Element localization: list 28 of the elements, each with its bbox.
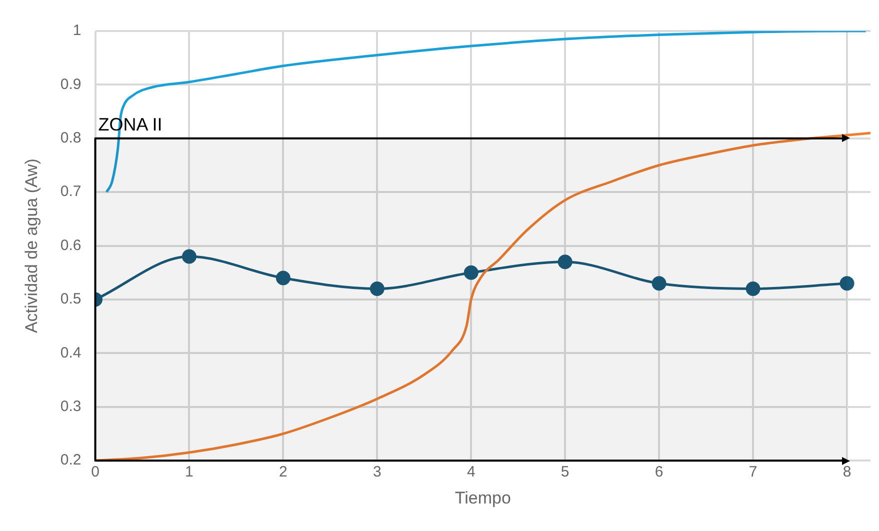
point (558, 254, 572, 270)
x-tick-label: 2 (279, 464, 288, 481)
x-tick-label: 4 (466, 464, 476, 481)
y-tick-label: 0.2 (60, 452, 82, 469)
y-axis-title: Actividad de agua (Aw) (22, 158, 41, 334)
x-axis-title: Tiempo (454, 488, 511, 508)
y-tick-label: 0.3 (60, 398, 82, 416)
x-tick-label: 6 (654, 464, 664, 481)
y-tick-label: 0.5 (60, 290, 82, 308)
x-tick-label: 0 (91, 464, 100, 481)
point (840, 276, 854, 291)
x-tick-label: 5 (560, 464, 570, 481)
point (276, 270, 290, 286)
y-tick-label: 0.8 (60, 130, 82, 147)
y-tick-label: 0.7 (60, 183, 82, 200)
point (370, 282, 384, 296)
x-tick-label: 8 (842, 464, 852, 481)
x-tick-label: 3 (372, 464, 382, 481)
y-tick-label: 0.4 (60, 344, 82, 362)
point (464, 265, 478, 280)
y-tick-label: 1 (72, 22, 82, 40)
y-tick-label: 0.9 (60, 76, 82, 93)
x-tick-label: 1 (185, 464, 194, 481)
point (652, 276, 666, 291)
point (746, 282, 760, 296)
point (182, 249, 196, 264)
x-tick-label: 7 (748, 464, 758, 481)
y-tick-label: 0.6 (60, 236, 82, 254)
